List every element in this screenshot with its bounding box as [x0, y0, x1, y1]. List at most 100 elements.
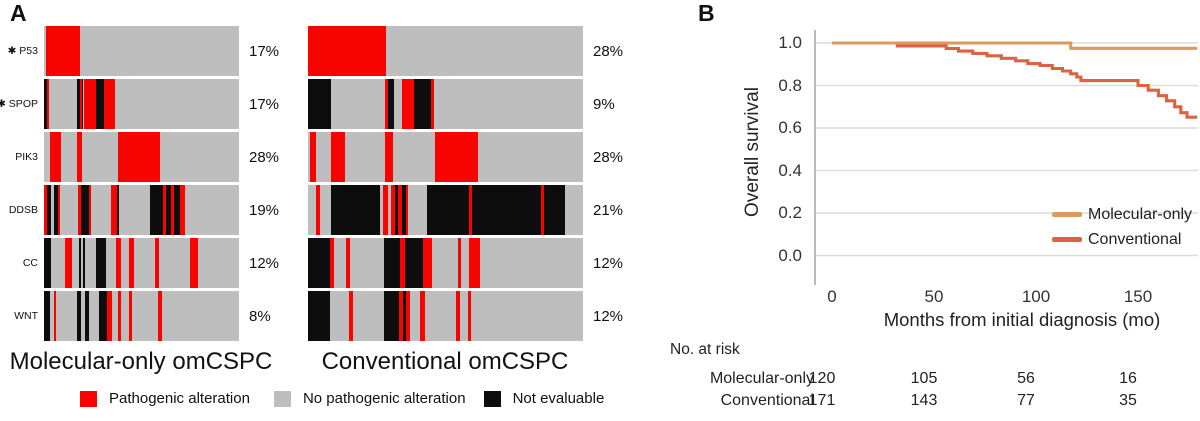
oncoprint-segment	[541, 185, 545, 235]
oncoprint-segment	[120, 291, 130, 341]
oncoprint-segment	[80, 238, 83, 288]
oncoprint-segment	[76, 132, 82, 182]
oncoprint-segment	[155, 238, 160, 288]
oncoprint-segment	[380, 185, 384, 235]
oncoprint-segment	[49, 291, 54, 341]
oncoprint-segment	[329, 291, 349, 341]
km-curve-molecular-only	[832, 41, 1198, 50]
oncoprint-segment	[77, 185, 81, 235]
oncoprint-segment	[410, 291, 421, 341]
oncoprint-segment	[316, 132, 332, 182]
oncoprint-segment	[406, 291, 411, 341]
oncoprint-bar	[44, 238, 239, 288]
oncoprint-segment	[60, 132, 77, 182]
percent-label: 12%	[593, 254, 624, 272]
oncoprint-segment	[402, 79, 415, 129]
oncoprint-segment	[110, 185, 117, 235]
oncoprint-segment	[400, 238, 406, 288]
oncoprint-segment	[159, 132, 239, 182]
oncoprint-segment	[309, 132, 317, 182]
oncoprint-conventional: 28% 9% 28% 21% 12% 12%	[308, 26, 641, 344]
legend-item-conventional: Conventional	[1052, 227, 1192, 252]
oncoprint-segment	[46, 79, 50, 129]
oncoprint-segment	[345, 238, 351, 288]
pathogenic-swatch	[80, 390, 97, 407]
oncoprint-segment	[173, 185, 181, 235]
oncoprint-segment	[390, 185, 395, 235]
oncoprint-segment	[455, 291, 460, 341]
oncoprint-row: 9%	[308, 79, 641, 129]
oncoprint-segment	[385, 79, 389, 129]
oncoprint-segment	[564, 185, 583, 235]
y-tick-label: 1.0	[778, 33, 802, 52]
oncoprint-segment	[51, 185, 54, 235]
group-title-conventional: Conventional omCSPC	[321, 348, 569, 375]
oncoprint-molecular-only: ✱ P53 17% ✱ SPOP 17% PIK3 28% DDSB 19% CC 12% WNT 8…	[0, 26, 297, 344]
oncoprint-segment	[60, 185, 78, 235]
oncoprint-segment	[457, 238, 462, 288]
oncoprint-segment	[544, 185, 565, 235]
oncoprint-segment	[85, 238, 97, 288]
oncoprint-segment	[57, 185, 61, 235]
oncoprint-segment	[166, 185, 171, 235]
gene-label: CC	[22, 257, 38, 269]
oncoprint-segment	[350, 238, 385, 288]
oncoprint-segment	[329, 238, 334, 288]
oncoprint-bar	[308, 185, 583, 235]
oncoprint-segment	[45, 26, 81, 76]
oncoprint-segment	[477, 132, 583, 182]
x-tick-label: 50	[924, 287, 944, 306]
x-tick-label: 150	[1123, 287, 1153, 306]
oncoprint-segment	[469, 238, 480, 288]
risk-row-conventional: Conventional 171 143 77 35	[680, 392, 1200, 412]
oncoprint-legend: Pathogenic alteration No pathogenic alte…	[80, 390, 604, 407]
oncoprint-segment	[319, 185, 331, 235]
not-evaluable-swatch	[483, 390, 501, 407]
oncoprint-segment	[398, 185, 402, 235]
oncoprint-bar	[44, 26, 239, 76]
oncoprint-segment	[162, 291, 239, 341]
oncoprint-segment	[468, 291, 472, 341]
oncoprint-segment	[348, 291, 353, 341]
risk-count: 120	[808, 370, 836, 387]
oncoprint-segment	[388, 79, 394, 129]
oncoprint-segment	[408, 185, 427, 235]
oncoprint-segment	[403, 291, 407, 341]
oncoprint-segment	[116, 185, 119, 235]
oncoprint-segment	[459, 291, 469, 341]
oncoprint-row: CC 12%	[0, 238, 297, 288]
legend-label-molecular-only: Molecular-only	[1088, 205, 1193, 223]
percent-label: 12%	[593, 307, 624, 325]
oncoprint-bar	[308, 26, 583, 76]
y-tick-label: 0.0	[778, 245, 802, 265]
oncoprint-segment	[352, 291, 384, 341]
risk-count: 143	[910, 392, 938, 409]
oncoprint-segment	[115, 238, 121, 288]
oncoprint-segment	[76, 291, 82, 341]
x-tick-label: 0	[827, 287, 837, 306]
panel-b-survival: B Overall survival Months from initial d…	[670, 0, 1200, 421]
oncoprint-segment	[180, 185, 185, 235]
oncoprint-segment	[159, 238, 191, 288]
oncoprint-segment	[316, 185, 320, 235]
percent-label: 28%	[593, 148, 624, 166]
oncoprint-row: 21%	[308, 185, 641, 235]
oncoprint-segment	[78, 238, 81, 288]
oncoprint-segment	[308, 79, 332, 129]
oncoprint-segment	[80, 185, 89, 235]
gene-label: ✱ P53	[7, 45, 38, 57]
oncoprint-segment	[118, 291, 121, 341]
oncoprint-bar	[308, 291, 583, 341]
gene-label: PIK3	[15, 151, 38, 163]
oncoprint-segment	[344, 132, 385, 182]
legend-label-not-evaluable: Not evaluable	[512, 390, 605, 407]
x-tick-label: 100	[1021, 287, 1051, 306]
oncoprint-segment	[394, 185, 399, 235]
oncoprint-segment	[82, 132, 119, 182]
oncoprint-segment	[308, 132, 310, 182]
oncoprint-segment	[401, 185, 406, 235]
oncoprint-row: WNT 8%	[0, 291, 297, 341]
legend-label-pathogenic: Pathogenic alteration	[109, 390, 250, 407]
oncoprint-row: PIK3 28%	[0, 132, 297, 182]
